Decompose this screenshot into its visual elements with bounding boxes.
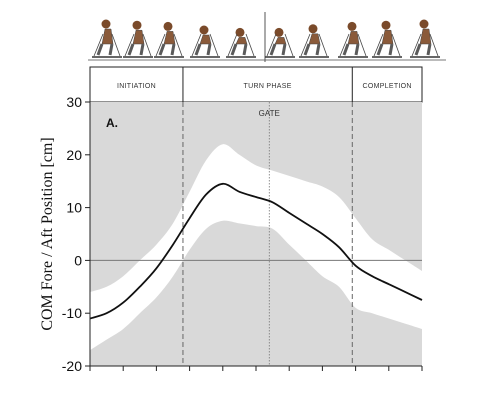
skier-figure <box>265 27 295 58</box>
plot-area: GATE A. <box>89 102 423 366</box>
phase-label: COMPLETION <box>362 83 411 90</box>
y-tick-label: -20 <box>62 358 82 374</box>
skier-figure <box>372 20 402 58</box>
phase-header-box <box>89 66 423 103</box>
skier-figure <box>154 21 184 58</box>
phase-header: INITIATION TURN PHASE COMPLETION <box>89 66 423 103</box>
phase-label: INITIATION <box>117 83 156 90</box>
skier-figure <box>338 21 368 58</box>
panel-label: A. <box>106 116 118 130</box>
skier-figure <box>190 25 220 58</box>
y-tick-label: 20 <box>66 147 82 163</box>
skier-sequence-illustration <box>88 12 446 62</box>
skier-figure <box>299 24 329 58</box>
mean-com-line <box>89 182 423 320</box>
skier-figure <box>123 20 153 58</box>
plot-background <box>90 102 422 366</box>
y-tick-label: 10 <box>66 200 82 216</box>
axes: 30 20 10 0 -10 -20 COM Fore / Aft Position [c… <box>39 94 423 374</box>
y-tick-label: 30 <box>66 94 82 110</box>
y-tick-label: 0 <box>74 252 82 268</box>
std-deviation-band <box>90 144 422 351</box>
y-axis-label: COM Fore / Aft Position [cm] <box>39 137 56 330</box>
gate-label: GATE <box>259 109 280 118</box>
phase-label: TURN PHASE <box>244 83 292 90</box>
y-tick-label: -10 <box>62 305 82 321</box>
skier-figure <box>226 27 256 58</box>
skier-figure <box>92 19 122 58</box>
skier-figure <box>410 19 440 58</box>
